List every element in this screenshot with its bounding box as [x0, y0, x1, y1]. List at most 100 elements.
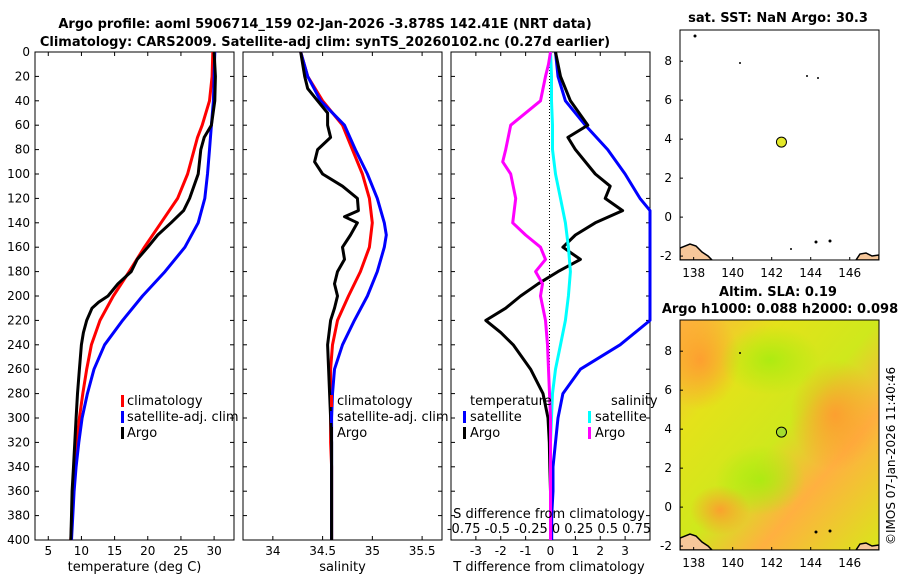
depth-tick-label: 240 [7, 338, 30, 352]
sst-map [679, 29, 880, 261]
salinity-xlabel: salinity [319, 560, 366, 575]
series-line-climatology [69, 51, 215, 541]
island-dot [814, 240, 818, 244]
x-tick-label: 10 [74, 544, 89, 558]
legend-swatch-climatology [330, 395, 333, 407]
sla-map-frame [679, 319, 880, 551]
depth-tick-label: 180 [7, 265, 30, 279]
legend-climatology: climatology [127, 394, 203, 409]
map-y-tick-label: -2 [660, 539, 672, 553]
depth-tick-label: 20 [15, 69, 30, 83]
legend-swatch-t-satellite [463, 411, 466, 423]
map-x-tick-label: 140 [721, 556, 744, 570]
legend-swatch-argo [330, 427, 333, 439]
sla-anomaly-low [720, 325, 820, 395]
sla-map-subtitle: Argo h1000: 0.088 h2000: 0.098 [662, 302, 898, 317]
depth-tick-label: 400 [7, 533, 30, 547]
sst-map-coast [680, 34, 879, 260]
island-dot [817, 77, 819, 79]
depth-tick-label: 140 [7, 216, 30, 230]
sla-anomaly-high [690, 485, 750, 535]
legend-satellite-adj: satellite-adj. clim [337, 410, 449, 425]
legend-t-argo: Argo [470, 426, 500, 441]
map-y-tick-label: 2 [664, 171, 672, 185]
depth-tick-label: 260 [7, 362, 30, 376]
legend-swatch-satellite [330, 411, 333, 423]
depth-tick-label: 320 [7, 435, 30, 449]
island-dot [739, 62, 741, 64]
map-x-tick-label: 140 [721, 266, 744, 280]
temperature-panel-frame [34, 51, 235, 541]
map-y-tick-label: 2 [664, 461, 672, 475]
x-axis-tick-labels: 5 10 15 20 25 30 34 34.5 35 35.5 -3 -2 -1 0 1 2 3 [44, 544, 628, 558]
depth-tick-label: 80 [15, 143, 30, 157]
depth-tick-label: 100 [7, 167, 30, 181]
x-tick-label: 35.5 [409, 544, 436, 558]
x-tick-label: 2 [596, 544, 604, 558]
x-tick-label: 35 [365, 544, 380, 558]
sla-anomaly-high [790, 360, 879, 470]
island-dot [828, 529, 832, 533]
map-y-tick-label: 4 [664, 422, 672, 436]
s-difference-title: S difference from climatology [453, 507, 645, 522]
depth-tick-label: 220 [7, 313, 30, 327]
x-tick-label: 5 [44, 544, 52, 558]
map-y-tick-label: 6 [664, 383, 672, 397]
argo-position-marker [775, 136, 787, 148]
map-x-tick-label: 144 [799, 266, 822, 280]
imos-timestamp: ©IMOS 07-Jan-2026 11:40:46 [884, 367, 898, 545]
map-x-tick-label: 144 [799, 556, 822, 570]
island-dot [790, 248, 792, 250]
series-line-t-argo [484, 51, 625, 540]
sla-map [679, 319, 880, 551]
x-tick-label: 34.5 [309, 544, 336, 558]
x-tick-label: 0 [547, 544, 555, 558]
temperature-legend: climatology satellite-adj. clim Argo [121, 394, 239, 441]
depth-tick-label: 120 [7, 191, 30, 205]
series-line-argo [69, 51, 217, 541]
map-y-tick-label: 8 [664, 344, 672, 358]
sla-anomaly-high [680, 320, 740, 410]
legend-t-satellite: satellite [470, 410, 522, 425]
island-dot [814, 530, 818, 534]
series-lines [69, 51, 652, 541]
depth-tick-label: 280 [7, 387, 30, 401]
depth-tick-label: 360 [7, 484, 30, 498]
x-tick-label: 30 [206, 544, 221, 558]
map-x-tick-label: 146 [838, 556, 861, 570]
legend-satellite-adj: satellite-adj. clim [127, 410, 239, 425]
series-line-argo [299, 51, 360, 540]
map-x-tick-label: 142 [760, 266, 783, 280]
salinity-legend: climatology satellite-adj. clim Argo [330, 394, 449, 441]
depth-tick-label: 40 [15, 94, 30, 108]
depth-tick-label: 200 [7, 289, 30, 303]
map-y-tick-label: 0 [664, 210, 672, 224]
depth-axis-labels: 0 20 40 60 80 100 120 140 160 180 200 220 240 260 280 3… [7, 45, 30, 547]
legend-group-temperature: temperature [470, 394, 552, 409]
legend-swatch-t-argo [463, 427, 466, 439]
map-y-tick-label: 4 [664, 132, 672, 146]
x-tick-label: 1 [572, 544, 580, 558]
title-line-1: Argo profile: aoml 5906714_159 02-Jan-20… [58, 17, 591, 32]
depth-tick-label: 60 [15, 118, 30, 132]
map-x-tick-label: 138 [682, 266, 705, 280]
depth-tick-label: 300 [7, 411, 30, 425]
map-x-tick-label: 142 [760, 556, 783, 570]
difference-legend: temperature salinity satellite Argo sate… [463, 394, 658, 441]
legend-argo: Argo [127, 426, 157, 441]
map-y-tick-label: 6 [664, 93, 672, 107]
legend-swatch-s-argo [588, 427, 591, 439]
temperature-xlabel: temperature (deg C) [68, 560, 202, 575]
series-line-satellite-adj-clim [70, 51, 217, 541]
map-x-tick-label: 138 [682, 556, 705, 570]
difference-xlabel: T difference from climatology [452, 560, 645, 575]
sst-map-title: sat. SST: NaN Argo: 30.3 [688, 11, 868, 26]
island-dot [693, 34, 697, 38]
map-x-tick-label: 146 [838, 266, 861, 280]
coastline-land-east [855, 252, 879, 260]
island-dot [739, 352, 741, 354]
sla-map-title: Altim. SLA: 0.19 [719, 285, 837, 300]
legend-climatology: climatology [337, 394, 413, 409]
map-y-tick-label: 0 [664, 500, 672, 514]
coastline-land [680, 533, 714, 550]
